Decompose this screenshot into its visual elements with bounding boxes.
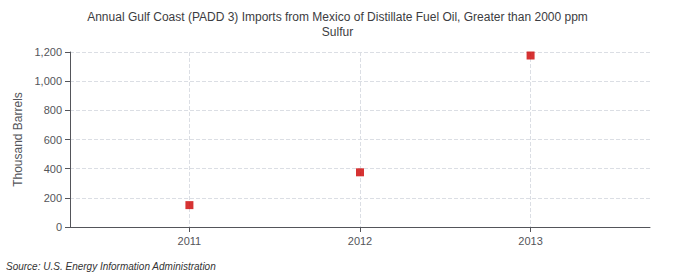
svg-text:1,000: 1,000 (34, 75, 62, 87)
svg-text:2011: 2011 (178, 235, 202, 247)
svg-text:2013: 2013 (518, 235, 542, 247)
svg-text:Thousand Barrels: Thousand Barrels (11, 92, 25, 187)
svg-text:Sulfur: Sulfur (322, 25, 353, 39)
svg-text:400: 400 (44, 163, 62, 175)
svg-text:800: 800 (44, 104, 62, 116)
svg-text:0: 0 (56, 221, 62, 233)
svg-text:Annual Gulf Coast (PADD 3) Imp: Annual Gulf Coast (PADD 3) Imports from … (87, 10, 588, 24)
svg-text:2012: 2012 (348, 235, 372, 247)
svg-text:200: 200 (44, 192, 62, 204)
svg-text:600: 600 (44, 134, 62, 146)
svg-text:1,200: 1,200 (34, 46, 62, 58)
svg-text:Source: U.S. Energy Informatio: Source: U.S. Energy Information Administ… (6, 261, 216, 272)
